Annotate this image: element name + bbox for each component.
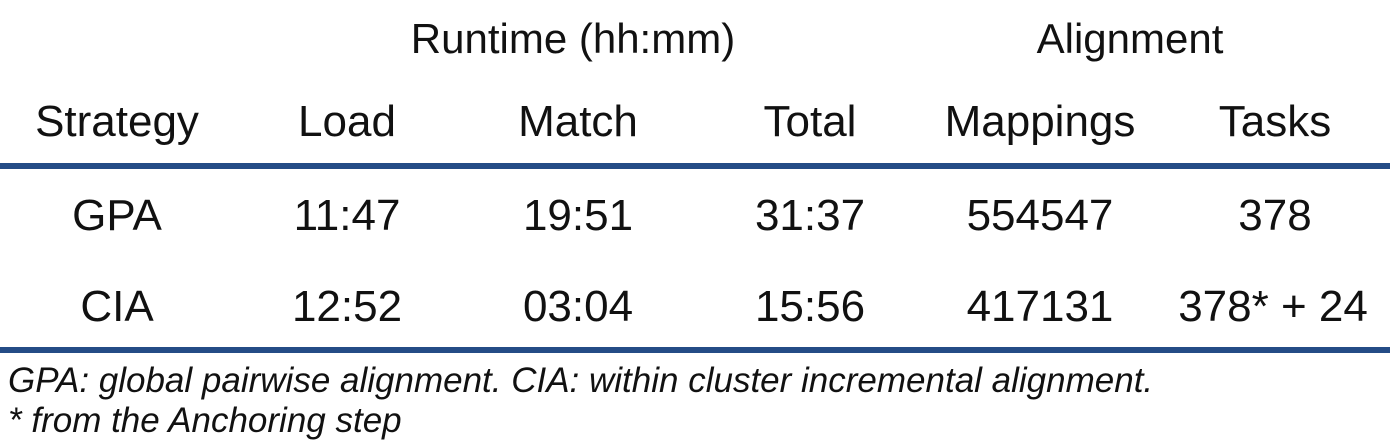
note-footnote: * from the Anchoring step: [8, 401, 402, 440]
table-bottom-rule: [0, 347, 1390, 353]
column-header-load: Load: [298, 97, 396, 146]
cell-tasks: 378: [1238, 191, 1312, 240]
cell-match: 03:04: [522, 282, 634, 331]
column-header-match: Match: [518, 97, 638, 146]
column-header-strategy: Strategy: [35, 97, 199, 146]
column-header-tasks: Tasks: [1218, 97, 1332, 146]
column-header-total: Total: [763, 97, 857, 146]
group-header-alignment: Alignment: [1036, 15, 1224, 62]
cell-strategy: GPA: [72, 191, 162, 240]
cell-load: 11:47: [293, 191, 401, 240]
table-top-rule: [0, 163, 1390, 169]
cell-strategy: CIA: [80, 282, 154, 331]
cell-load: 12:52: [291, 282, 403, 331]
note-abbreviations: GPA: global pairwise alignment. CIA: wit…: [8, 361, 1154, 400]
cell-total: 15:56: [754, 282, 866, 331]
cell-total: 31:37: [754, 191, 866, 240]
cell-mappings: 417131: [966, 282, 1114, 331]
group-header-runtime: Runtime (hh:mm): [410, 15, 736, 62]
cell-mappings: 554547: [966, 191, 1114, 240]
cell-tasks: 378* + 24: [1178, 282, 1368, 331]
column-header-mappings: Mappings: [944, 97, 1136, 146]
cell-match: 19:51: [522, 191, 634, 240]
